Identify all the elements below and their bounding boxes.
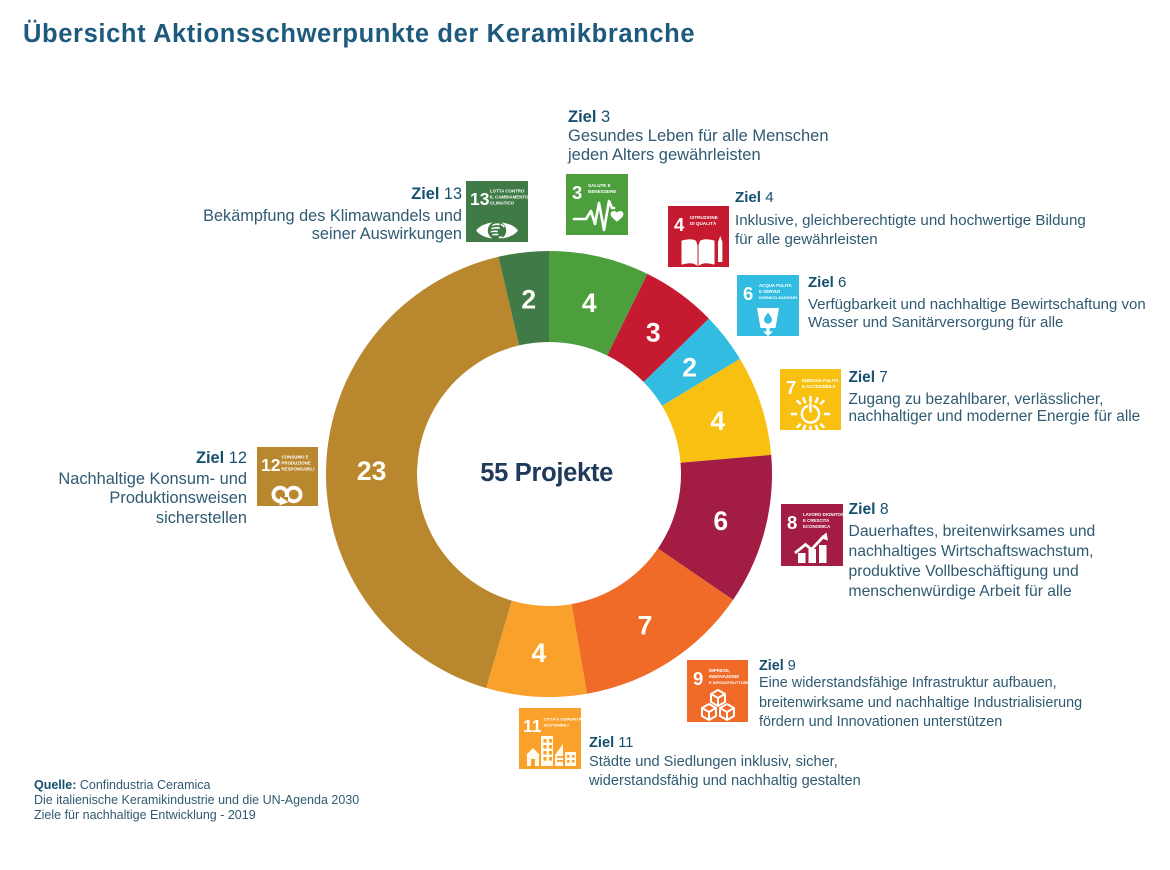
svg-text:4: 4 xyxy=(710,406,725,436)
svg-text:ISTRUZIONE: ISTRUZIONE xyxy=(690,215,718,220)
svg-text:6: 6 xyxy=(743,283,753,304)
svg-text:RESPONSABILI: RESPONSABILI xyxy=(282,467,315,472)
svg-text:SOSTENIBILI: SOSTENIBILI xyxy=(544,723,569,728)
svg-text:PRODUZIONE: PRODUZIONE xyxy=(282,461,311,466)
svg-text:E CRESCITA: E CRESCITA xyxy=(803,518,830,523)
svg-text:2: 2 xyxy=(521,285,536,315)
svg-text:ENERGIA PULITA: ENERGIA PULITA xyxy=(802,378,839,383)
svg-text:4: 4 xyxy=(674,214,685,235)
svg-text:4: 4 xyxy=(532,638,547,668)
svg-text:7: 7 xyxy=(786,377,796,398)
svg-text:IMPRESE,: IMPRESE, xyxy=(709,668,730,673)
svg-text:3: 3 xyxy=(572,182,582,203)
svg-text:6: 6 xyxy=(713,506,728,536)
svg-text:IGIENICO-SANITARI: IGIENICO-SANITARI xyxy=(759,295,797,300)
svg-text:E INFRASTRUTTURE: E INFRASTRUTTURE xyxy=(709,680,748,685)
svg-text:IL CAMBIAMENTO: IL CAMBIAMENTO xyxy=(490,195,528,200)
svg-text:E ACCESSIBILE: E ACCESSIBILE xyxy=(802,384,836,389)
svg-text:CITTÀ E COMUNITÀ: CITTÀ E COMUNITÀ xyxy=(544,717,582,722)
svg-text:23: 23 xyxy=(357,456,386,486)
svg-text:CLIMATICO: CLIMATICO xyxy=(490,201,515,206)
svg-text:LOTTA CONTRO: LOTTA CONTRO xyxy=(490,189,525,194)
svg-text:INNOVAZIONE: INNOVAZIONE xyxy=(709,674,739,679)
svg-text:3: 3 xyxy=(646,317,661,347)
svg-text:13: 13 xyxy=(470,189,490,209)
svg-text:ECONOMICA: ECONOMICA xyxy=(803,524,831,529)
svg-text:E SERVIZI: E SERVIZI xyxy=(759,289,780,294)
svg-text:CONSUMO E: CONSUMO E xyxy=(282,455,309,460)
svg-text:7: 7 xyxy=(638,610,653,640)
svg-text:8: 8 xyxy=(787,512,797,533)
svg-text:2: 2 xyxy=(682,353,697,383)
svg-text:SALUTE E: SALUTE E xyxy=(588,183,611,188)
svg-text:12: 12 xyxy=(261,455,281,475)
svg-text:9: 9 xyxy=(693,668,703,689)
svg-text:ACQUA PULITA: ACQUA PULITA xyxy=(759,283,793,288)
svg-text:DI QUALITÀ: DI QUALITÀ xyxy=(690,220,717,226)
svg-text:11: 11 xyxy=(523,716,542,736)
svg-text:4: 4 xyxy=(582,288,597,318)
svg-text:LAVORO DIGNITOSO: LAVORO DIGNITOSO xyxy=(803,512,843,517)
svg-text:BENESSERE: BENESSERE xyxy=(588,189,616,194)
